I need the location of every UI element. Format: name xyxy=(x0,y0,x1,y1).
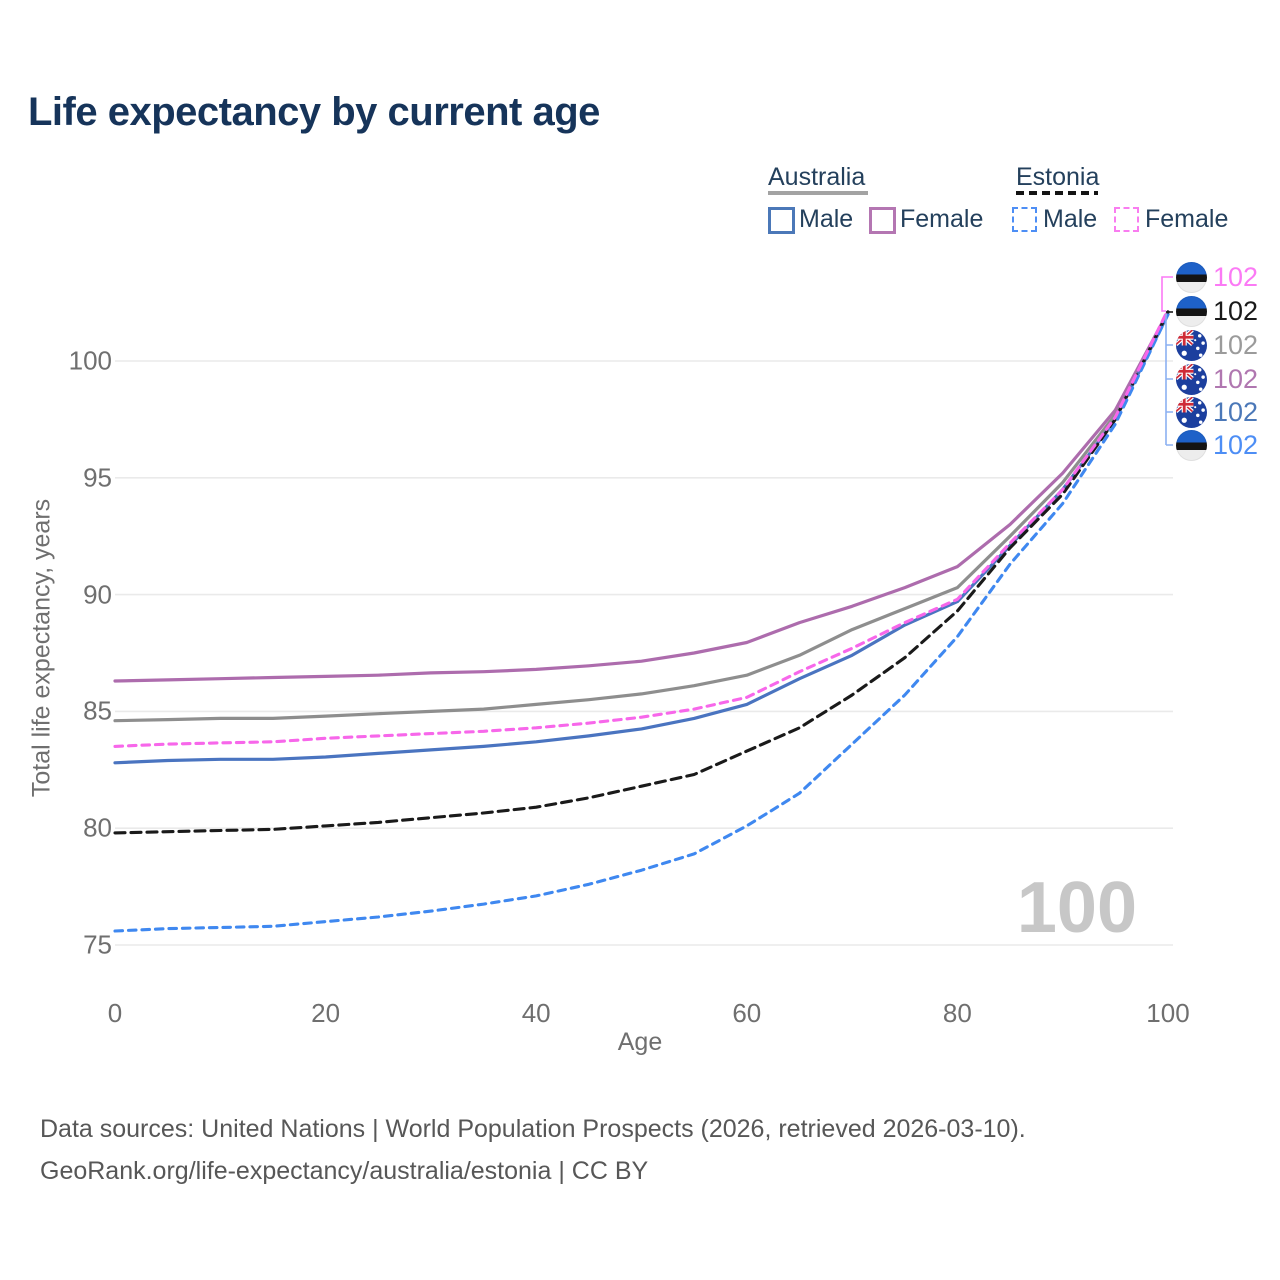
legend-item-label: Female xyxy=(1145,205,1229,233)
footer-link[interactable]: GeoRank.org/life-expectancy/australia/es… xyxy=(40,1157,649,1185)
series-line-australia xyxy=(113,310,1170,723)
y-tick-95: 95 xyxy=(83,462,112,493)
y-tick-80: 80 xyxy=(83,812,112,843)
x-axis-title: Age xyxy=(617,1028,663,1056)
legend-group-australia[interactable]: Australia xyxy=(768,163,866,191)
y-tick-85: 85 xyxy=(83,695,112,726)
estonia-combined-line-swatch xyxy=(1016,191,1098,195)
series-line-estonia-female xyxy=(113,308,1170,748)
australia-flag-icon xyxy=(1176,397,1207,428)
x-tick-60: 60 xyxy=(732,998,762,1028)
estonia-male-swatch-icon xyxy=(1012,207,1037,232)
estonia-female-swatch-icon xyxy=(1114,207,1139,232)
australia-female-swatch-icon xyxy=(869,207,896,234)
australia-flag-icon xyxy=(1176,364,1207,395)
end-label-value: 102 xyxy=(1213,296,1259,326)
end-label-value: 102 xyxy=(1213,330,1259,360)
series-line-estonia-male xyxy=(113,312,1170,933)
end-label-value: 102 xyxy=(1213,430,1259,460)
estonia-flag-icon xyxy=(1176,296,1207,327)
x-tick-40: 40 xyxy=(521,998,551,1028)
age-watermark: 100 xyxy=(1016,868,1137,948)
estonia-flag-icon xyxy=(1176,430,1207,461)
end-label-value: 102 xyxy=(1213,262,1259,292)
legend-group-estonia[interactable]: Estonia xyxy=(1016,163,1100,191)
australia-male-swatch-icon xyxy=(768,207,795,234)
end-label-value: 102 xyxy=(1213,397,1259,427)
series-line-estonia xyxy=(113,310,1170,835)
x-tick-100: 100 xyxy=(1146,998,1190,1028)
series-line-australia-male xyxy=(113,312,1170,765)
x-tick-80: 80 xyxy=(942,998,972,1028)
leader-estonia-female xyxy=(1161,276,1173,312)
estonia-flag-icon xyxy=(1176,262,1207,293)
data-sources-text: Data sources: United Nations | World Pop… xyxy=(40,1115,1026,1143)
australia-flag-icon xyxy=(1176,330,1207,361)
leader-australia-group xyxy=(1165,314,1173,446)
x-tick-0: 0 xyxy=(107,998,123,1028)
page-title: Life expectancy by current age xyxy=(28,90,600,134)
x-tick-20: 20 xyxy=(311,998,341,1028)
end-label-value: 102 xyxy=(1213,364,1259,394)
y-tick-100: 100 xyxy=(68,345,112,376)
footer: Data sources: United Nations | World Pop… xyxy=(40,1108,1026,1192)
legend-item-label: Female xyxy=(900,205,984,233)
y-tick-90: 90 xyxy=(83,579,112,610)
legend-item-label: Male xyxy=(1043,205,1098,233)
legend-item-label: Male xyxy=(799,205,854,233)
y-tick-75: 75 xyxy=(83,929,112,960)
series-line-australia-female xyxy=(113,310,1170,683)
australia-combined-line-swatch xyxy=(768,191,868,195)
